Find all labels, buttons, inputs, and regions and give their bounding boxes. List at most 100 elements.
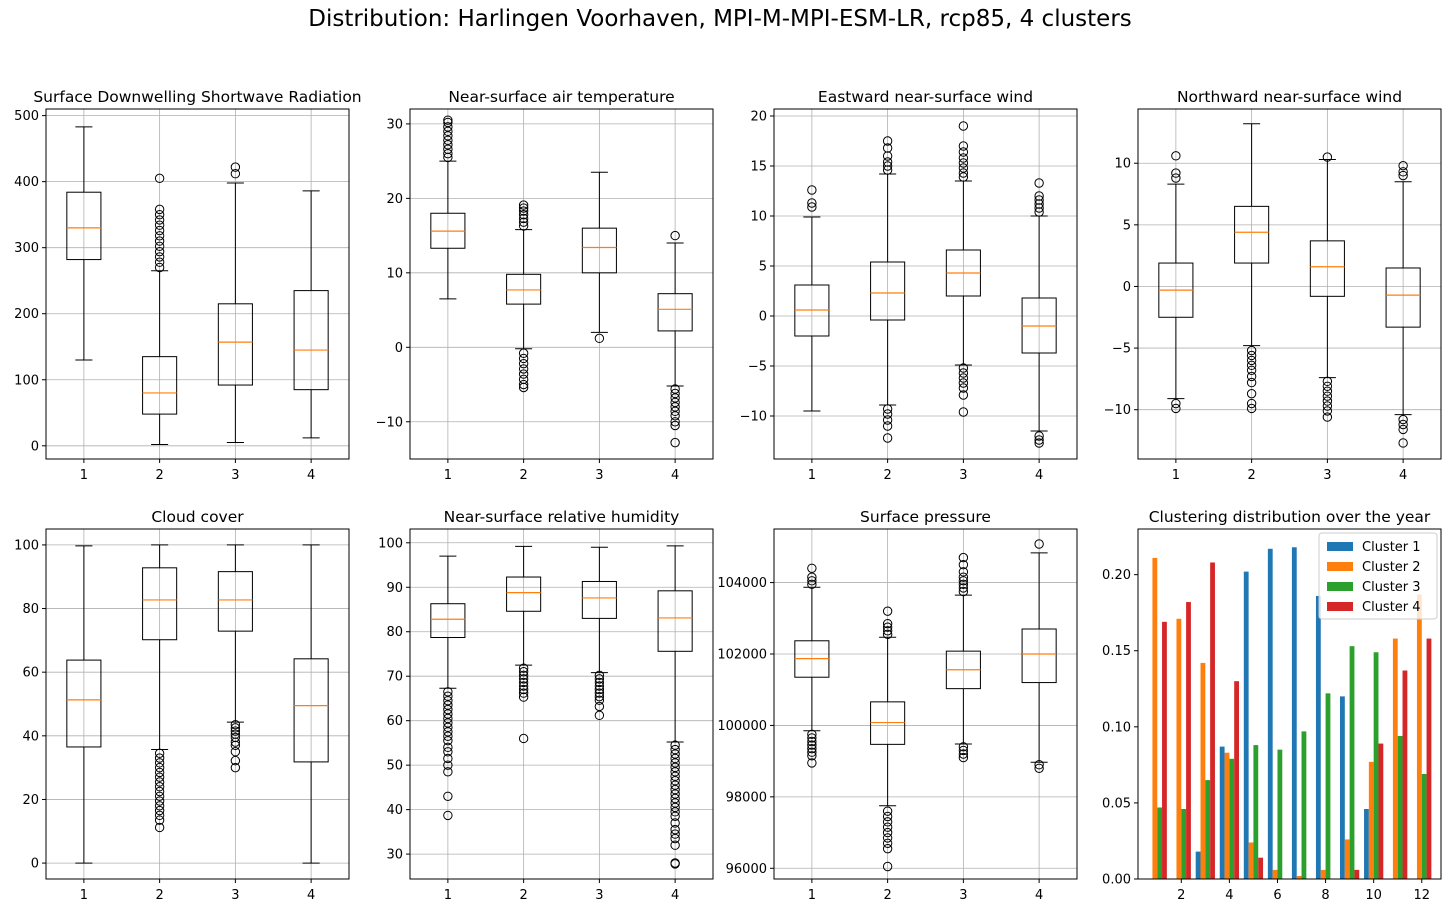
bar bbox=[1364, 809, 1369, 879]
outlier-point bbox=[958, 373, 969, 383]
outlier-point bbox=[1246, 398, 1257, 409]
outlier-point bbox=[1246, 365, 1257, 375]
bar bbox=[1162, 621, 1167, 879]
outlier-point bbox=[1398, 414, 1408, 425]
y-tick-label: 0 bbox=[759, 310, 767, 325]
y-tick-label: 200 bbox=[14, 307, 39, 322]
x-tick-label: 3 bbox=[959, 468, 967, 483]
outlier-point bbox=[958, 567, 969, 577]
outlier-point bbox=[154, 220, 165, 230]
x-tick-label: 1 bbox=[1172, 468, 1180, 483]
box-iqr bbox=[794, 284, 830, 337]
outlier-point bbox=[958, 560, 969, 570]
outlier-point bbox=[1322, 401, 1333, 411]
x-tick-label: 1 bbox=[808, 888, 816, 903]
outlier-point bbox=[1322, 376, 1333, 387]
bar bbox=[1176, 618, 1182, 879]
outlier-point bbox=[443, 126, 453, 137]
outlier-point bbox=[958, 363, 969, 373]
outlier-point bbox=[154, 252, 165, 262]
y-tick-label: 100 bbox=[14, 538, 39, 553]
outlier-point bbox=[443, 135, 453, 145]
outlier-point bbox=[958, 390, 969, 400]
outlier-point bbox=[518, 688, 529, 698]
outlier-point bbox=[518, 379, 529, 390]
outlier-point bbox=[154, 236, 165, 246]
outlier-point bbox=[807, 563, 817, 573]
outlier-point bbox=[882, 827, 893, 838]
chart-title: Near-surface air temperature bbox=[448, 88, 674, 106]
outlier-point bbox=[882, 622, 893, 632]
outlier-point bbox=[882, 629, 893, 640]
bar bbox=[1229, 758, 1235, 879]
bar bbox=[1296, 875, 1302, 879]
outlier-point bbox=[882, 421, 893, 431]
box-iqr bbox=[581, 227, 617, 274]
outlier-point bbox=[882, 806, 893, 816]
outlier-point bbox=[1246, 377, 1257, 388]
outlier-point bbox=[670, 829, 680, 839]
outlier-point bbox=[594, 695, 605, 705]
y-tick-label: 102000 bbox=[717, 648, 767, 663]
x-tick-label: 1 bbox=[444, 888, 452, 903]
outlier-point bbox=[958, 749, 969, 759]
box-iqr bbox=[66, 659, 102, 748]
bar bbox=[1344, 839, 1350, 879]
outlier-point bbox=[518, 210, 529, 220]
y-tick-label: 5 bbox=[1123, 218, 1131, 233]
outlier-point bbox=[807, 729, 817, 740]
outlier-point bbox=[518, 221, 529, 231]
bar bbox=[1195, 851, 1201, 879]
x-tick-label: 1 bbox=[444, 468, 452, 483]
y-tick-label: 104000 bbox=[717, 576, 767, 591]
outlier-point bbox=[518, 200, 529, 210]
x-tick-label: 1 bbox=[80, 888, 88, 903]
outlier-point bbox=[594, 691, 605, 702]
outlier-point bbox=[1246, 355, 1257, 366]
outlier-point bbox=[882, 618, 893, 629]
bar bbox=[1340, 696, 1345, 879]
y-tick-label: 0 bbox=[395, 341, 403, 356]
outlier-point bbox=[958, 586, 969, 597]
bar bbox=[1205, 780, 1211, 879]
legend-label: Cluster 4 bbox=[1362, 600, 1421, 615]
outlier-point bbox=[1034, 191, 1044, 201]
bar bbox=[1219, 746, 1225, 879]
outlier-point bbox=[154, 209, 165, 220]
outlier-point bbox=[882, 626, 893, 636]
x-tick-label: 4 bbox=[671, 888, 679, 903]
box-iqr bbox=[581, 580, 617, 619]
bar bbox=[1320, 869, 1326, 879]
box-iqr bbox=[430, 603, 466, 639]
outlier-point bbox=[1246, 360, 1257, 371]
chart-cloud-cover: 0 20 40 60 80 100 1 2 3 4 Cloud cover bbox=[14, 508, 350, 903]
outlier-point bbox=[230, 737, 241, 747]
x-tick-label: 2 bbox=[519, 888, 527, 903]
x-tick-label: 3 bbox=[595, 468, 603, 483]
x-tick-label: 2 bbox=[883, 888, 891, 903]
outlier-point bbox=[518, 382, 529, 393]
outlier-point bbox=[1322, 152, 1333, 162]
outlier-point bbox=[807, 733, 817, 743]
y-tick-label: 60 bbox=[22, 666, 39, 681]
outlier-point bbox=[1246, 345, 1257, 356]
outlier-point bbox=[1398, 167, 1408, 177]
x-tick-label: 2 bbox=[155, 468, 163, 483]
y-tick-label: 96000 bbox=[726, 862, 767, 877]
y-tick-label: 20 bbox=[386, 192, 403, 207]
bar bbox=[1315, 595, 1321, 879]
outlier-point bbox=[230, 726, 241, 736]
y-tick-label: 100 bbox=[378, 536, 403, 551]
outlier-point bbox=[958, 572, 969, 582]
x-tick-label: 2 bbox=[883, 468, 891, 483]
outlier-point bbox=[882, 822, 893, 832]
outlier-point bbox=[518, 667, 529, 677]
bar bbox=[1267, 548, 1273, 879]
y-tick-label: −5 bbox=[1112, 342, 1131, 357]
outlier-point bbox=[670, 384, 680, 394]
bar bbox=[1157, 807, 1163, 879]
y-tick-label: −10 bbox=[376, 415, 403, 430]
outlier-point bbox=[1171, 403, 1181, 414]
outlier-point bbox=[882, 811, 893, 822]
outlier-point bbox=[154, 777, 165, 787]
